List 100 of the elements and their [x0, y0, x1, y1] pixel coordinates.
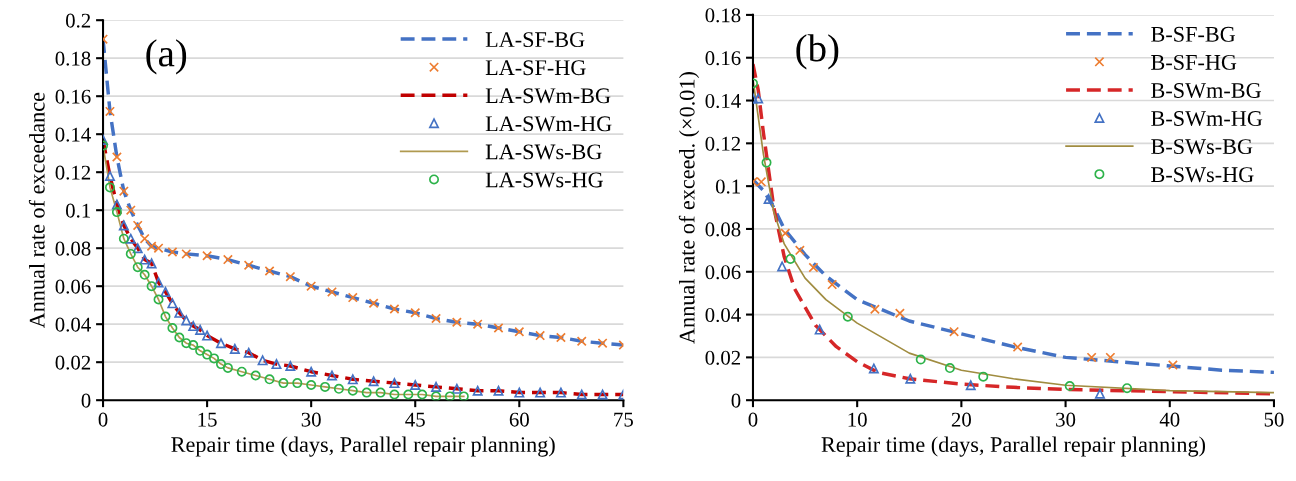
legend-label: LA-SWs-BG — [485, 144, 602, 160]
point — [472, 385, 483, 396]
point — [174, 332, 185, 343]
point — [132, 220, 143, 231]
point — [905, 373, 916, 384]
legend-label: LA-SWm-BG — [485, 88, 611, 104]
y-tick-label: 0.1 — [715, 179, 740, 194]
y-tick-label: 0.02 — [55, 355, 91, 370]
point — [756, 176, 767, 187]
point — [202, 250, 213, 261]
y-tick-label: 0.04 — [705, 307, 741, 323]
point — [949, 326, 960, 337]
point — [842, 311, 853, 322]
point — [389, 378, 400, 389]
point — [493, 385, 504, 396]
point — [104, 170, 115, 181]
point — [347, 292, 358, 303]
point — [493, 322, 504, 333]
x-tick-label: 20 — [951, 412, 971, 427]
point — [1012, 342, 1023, 353]
y-tick-label: 0.1 — [65, 203, 90, 218]
point — [576, 336, 587, 347]
point — [167, 246, 178, 257]
point — [814, 324, 825, 335]
point — [458, 391, 469, 401]
point — [375, 387, 386, 398]
legend-label: LA-SF-BG — [485, 32, 585, 48]
point — [431, 313, 442, 324]
point — [780, 228, 791, 239]
y-tick-label: 0.04 — [55, 317, 91, 332]
x-tick-label: 15 — [198, 412, 217, 427]
point — [209, 353, 220, 364]
point — [160, 311, 171, 322]
x-tick-label: 60 — [509, 412, 529, 427]
x-tick-label: 30 — [301, 412, 321, 427]
x-tick-label: 10 — [848, 412, 867, 427]
x-tick-label: 30 — [1056, 412, 1076, 427]
y-tick-label: 0.18 — [705, 8, 741, 23]
point — [264, 265, 275, 276]
point — [215, 338, 226, 349]
point — [132, 243, 143, 254]
x-tick-label: 75 — [614, 412, 633, 427]
point — [167, 322, 178, 333]
point — [915, 354, 926, 365]
y-tick-label: 0.16 — [705, 51, 741, 66]
point — [125, 233, 136, 244]
point — [257, 355, 268, 366]
point — [403, 389, 414, 400]
point — [188, 340, 199, 351]
point — [576, 389, 587, 400]
point — [229, 343, 240, 354]
point — [389, 303, 400, 314]
point — [222, 254, 233, 265]
point — [761, 157, 772, 168]
point — [535, 387, 546, 398]
point — [368, 376, 379, 387]
legend-label: B-SF-HG — [1151, 54, 1237, 70]
point — [306, 379, 317, 390]
point — [827, 279, 838, 290]
point — [326, 370, 337, 381]
y-tick-label: 0.2 — [65, 13, 91, 28]
point — [431, 381, 442, 392]
point — [597, 389, 608, 400]
point — [118, 220, 129, 231]
point — [514, 387, 525, 398]
y-tick-label: 0.08 — [55, 241, 91, 256]
point — [597, 338, 608, 349]
point — [1064, 381, 1075, 392]
point — [278, 378, 289, 389]
point — [306, 366, 317, 377]
point — [250, 370, 261, 381]
y-tick-label: 0.06 — [705, 265, 741, 280]
point — [808, 262, 819, 273]
point — [1122, 383, 1133, 394]
point — [320, 381, 331, 392]
y-tick-label: 0.12 — [705, 136, 741, 151]
point — [292, 378, 303, 389]
legend-label: B-SWs-HG — [1151, 167, 1254, 183]
legend-label: B-SWm-HG — [1151, 111, 1263, 127]
point — [202, 349, 213, 360]
point — [451, 383, 462, 394]
y-axis-title: Annual rate of exceedance — [28, 92, 45, 329]
legend-label: LA-SWs-HG — [485, 172, 603, 188]
point — [965, 380, 976, 391]
x-tick-label: 50 — [1264, 412, 1284, 427]
point — [285, 271, 296, 282]
point — [111, 207, 122, 218]
legend-label: B-SF-BG — [1151, 26, 1236, 42]
y-tick-label: 0.02 — [705, 350, 741, 365]
y-tick-label: 0 — [81, 393, 91, 408]
point — [104, 182, 115, 193]
point — [753, 93, 764, 104]
point — [264, 374, 275, 385]
point — [444, 391, 455, 401]
point — [202, 330, 213, 341]
point — [978, 371, 989, 382]
point — [195, 324, 206, 335]
y-tick-label: 0.14 — [705, 93, 741, 109]
point — [347, 374, 358, 385]
point — [139, 233, 150, 244]
